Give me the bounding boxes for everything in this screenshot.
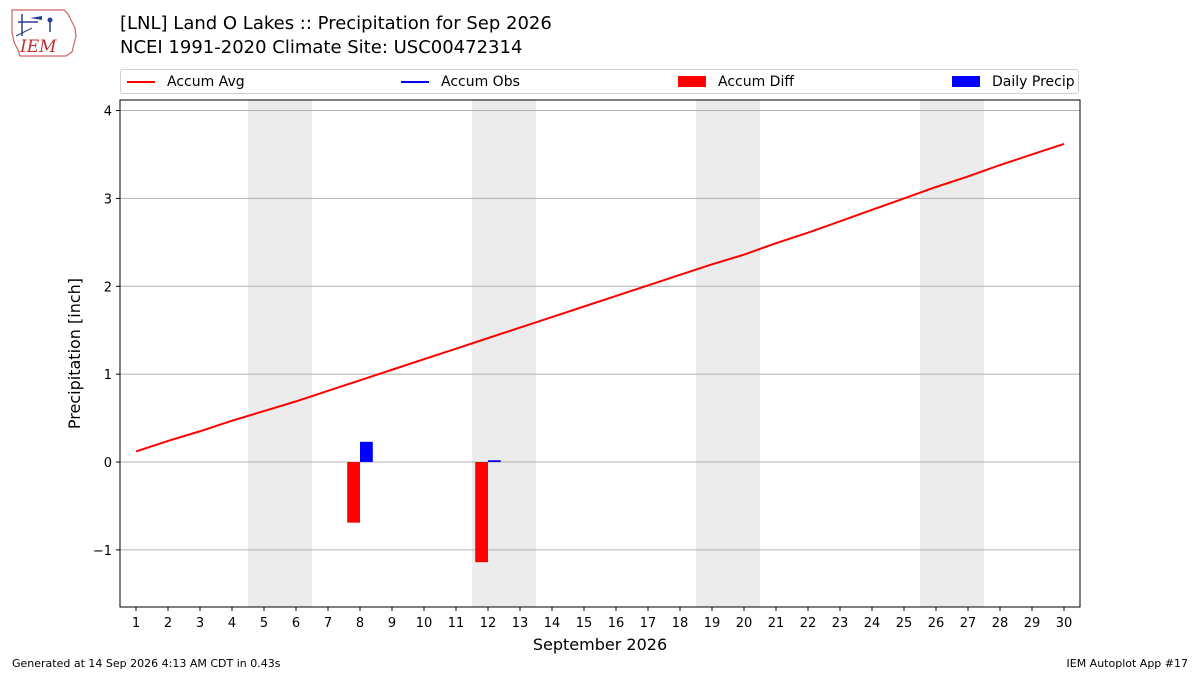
daily-precip-bar xyxy=(360,441,373,463)
weekend-shade xyxy=(248,100,312,607)
legend-label: Accum Obs xyxy=(441,74,520,90)
plot-frame xyxy=(119,99,1081,608)
x-tick-label: 21 xyxy=(768,616,785,631)
x-tick-label: 10 xyxy=(416,616,433,631)
x-tick-label: 23 xyxy=(832,616,849,631)
x-tick-label: 26 xyxy=(928,616,945,631)
x-tick-label: 28 xyxy=(992,616,1009,631)
legend-label: Daily Precip xyxy=(992,74,1075,90)
x-tick-label: 22 xyxy=(800,616,817,631)
x-tick-label: 29 xyxy=(1024,616,1041,631)
y-tick-label: −1 xyxy=(93,544,112,559)
x-tick-label: 8 xyxy=(356,616,364,631)
y-tick-label: 1 xyxy=(104,368,112,383)
weekend-shade xyxy=(472,100,536,607)
y-axis-label: Precipitation [inch] xyxy=(65,278,84,429)
x-tick-label: 24 xyxy=(864,616,881,631)
x-tick-label: 17 xyxy=(640,616,657,631)
x-tick-label: 13 xyxy=(512,616,529,631)
x-tick-label: 19 xyxy=(704,616,721,631)
y-tick-label: 3 xyxy=(104,192,112,207)
x-tick-label: 5 xyxy=(260,616,268,631)
y-tick-label: 0 xyxy=(104,456,112,471)
x-tick-label: 11 xyxy=(448,616,465,631)
chart-subtitle: NCEI 1991-2020 Climate Site: USC00472314 xyxy=(120,37,523,58)
x-tick-label: 3 xyxy=(196,616,204,631)
legend-swatch-accum-avg xyxy=(127,81,155,83)
generated-timestamp: Generated at 14 Sep 2026 4:13 AM CDT in … xyxy=(12,657,281,670)
accum-diff-bar xyxy=(475,462,488,563)
daily-precip-bar xyxy=(488,460,501,463)
chart-title: [LNL] Land O Lakes :: Precipitation for … xyxy=(120,13,552,34)
x-tick-label: 18 xyxy=(672,616,689,631)
chart-legend: Accum Avg Accum Obs Accum Diff Daily Pre… xyxy=(120,69,1079,94)
accum-avg-line xyxy=(135,142,1065,453)
x-tick-label: 1 xyxy=(132,616,140,631)
iem-logo: IEM xyxy=(11,9,77,57)
x-tick-label: 2 xyxy=(164,616,172,631)
x-tick-label: 7 xyxy=(324,616,332,631)
x-tick-label: 4 xyxy=(228,616,236,631)
accum-diff-bar xyxy=(347,462,360,523)
weekend-shade xyxy=(696,100,760,607)
app-credit: IEM Autoplot App #17 xyxy=(1066,657,1189,670)
legend-swatch-accum-obs xyxy=(401,81,429,83)
y-tick-label: 4 xyxy=(104,105,112,120)
weekend-shade xyxy=(920,100,984,607)
legend-label: Accum Avg xyxy=(167,74,245,90)
x-tick-label: 16 xyxy=(608,616,625,631)
legend-label: Accum Diff xyxy=(718,74,795,90)
x-tick-label: 14 xyxy=(544,616,561,631)
x-tick-label: 6 xyxy=(292,616,300,631)
x-tick-label: 12 xyxy=(480,616,497,631)
x-tick-label: 9 xyxy=(388,616,396,631)
x-axis-label: September 2026 xyxy=(533,635,667,654)
legend-swatch-accum-diff xyxy=(678,76,706,87)
x-tick-label: 25 xyxy=(896,616,913,631)
svg-text:IEM: IEM xyxy=(19,37,57,57)
legend-swatch-daily-precip xyxy=(952,76,980,87)
x-tick-label: 20 xyxy=(736,616,753,631)
x-tick-label: 30 xyxy=(1056,616,1073,631)
y-tick-label: 2 xyxy=(104,280,112,295)
x-tick-label: 15 xyxy=(576,616,593,631)
x-tick-label: 27 xyxy=(960,616,977,631)
